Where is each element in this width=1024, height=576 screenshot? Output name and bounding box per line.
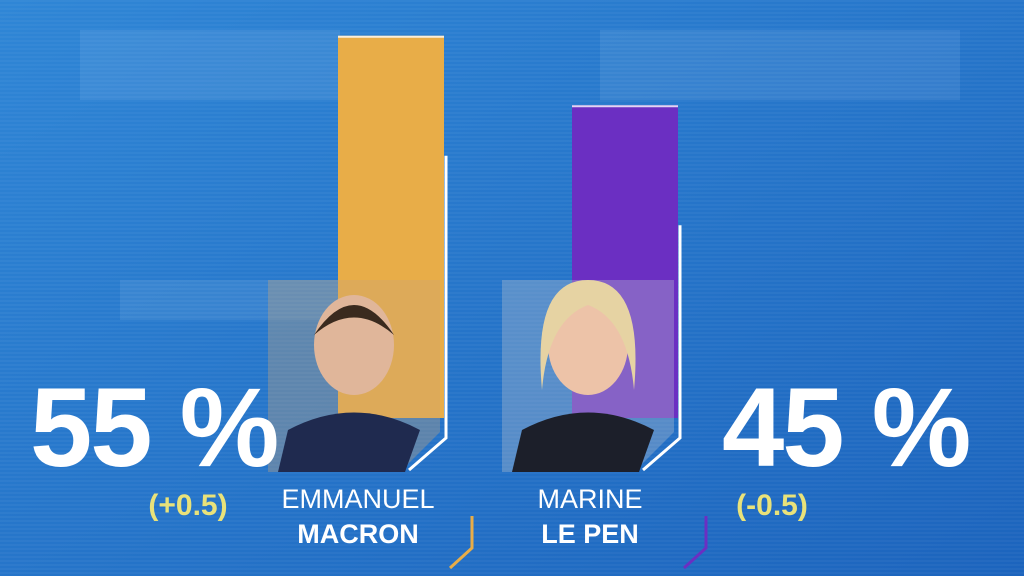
- plot: EMMANUEL MACRON 55 %(+0.5) MARINE LE PEN 45 %…: [30, 35, 971, 570]
- last-name: MACRON: [297, 519, 419, 549]
- candidate-photo: [268, 280, 440, 472]
- photo-face: [548, 295, 628, 395]
- photo-hair: [540, 280, 636, 390]
- value-label: 55 %: [30, 365, 277, 490]
- photo-hair: [314, 305, 394, 335]
- first-name: MARINE: [537, 484, 642, 514]
- last-name: LE PEN: [541, 519, 639, 549]
- change-label: (+0.5): [148, 489, 227, 522]
- bar-outline: [642, 225, 682, 472]
- photo-body: [278, 412, 420, 472]
- first-name: EMMANUEL: [281, 484, 434, 514]
- name-accent: [448, 516, 474, 570]
- background-building: [80, 30, 960, 320]
- candidate-photo: [502, 280, 674, 472]
- bar-edge: [572, 105, 678, 108]
- bar-edge: [338, 35, 444, 38]
- bar-outline: [408, 155, 448, 472]
- change-label: (-0.5): [736, 489, 808, 522]
- value-label: 45 %: [722, 365, 969, 490]
- name-accent: [682, 516, 708, 570]
- photo-body: [512, 412, 654, 472]
